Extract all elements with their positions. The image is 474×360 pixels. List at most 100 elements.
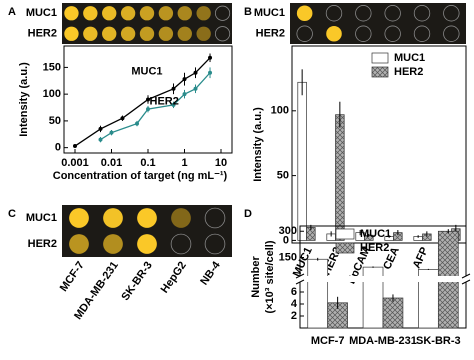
dot — [355, 5, 372, 22]
y-tick-label: 0 — [55, 142, 61, 154]
row-label: MUC1 — [26, 212, 57, 224]
dot — [137, 208, 157, 228]
legend-label: HER2 — [360, 242, 389, 254]
break-mark — [461, 273, 471, 285]
dot — [83, 6, 98, 21]
y-axis-title: Intensity (a.u.) — [252, 107, 264, 182]
point — [208, 70, 213, 75]
dot — [69, 208, 89, 228]
row-label: MUC1 — [254, 7, 285, 19]
dot — [137, 234, 157, 254]
column-label: SK-BR-3 — [119, 260, 154, 303]
bar — [297, 81, 307, 241]
dot — [177, 6, 192, 21]
panel-label: D — [244, 208, 252, 220]
x-tick-label: 0.1 — [140, 157, 155, 169]
dot — [296, 25, 313, 42]
point — [135, 121, 140, 126]
y-tick-label: 150 — [279, 251, 297, 263]
point — [182, 92, 187, 97]
dot — [443, 25, 460, 42]
point — [109, 130, 114, 135]
dot — [83, 26, 98, 41]
point — [120, 116, 125, 121]
dot — [204, 233, 226, 255]
legend-swatch — [335, 228, 355, 240]
x-tick-label: 10 — [215, 157, 227, 169]
legend-swatch — [371, 66, 389, 78]
y-axis-title: Intensity (a.u.) — [18, 62, 30, 137]
legend-swatch — [371, 52, 389, 64]
dot — [139, 26, 155, 41]
row-label: HER2 — [28, 238, 57, 250]
x-tick-label: 1 — [181, 157, 187, 169]
dot — [158, 26, 174, 41]
x-tick-label: MDA-MB-231 — [349, 335, 417, 347]
point — [193, 70, 198, 75]
dot — [177, 26, 192, 41]
x-tick-label: SK-BR-3 — [416, 335, 461, 347]
legend-swatch — [335, 242, 355, 254]
legend-label: MUC1 — [394, 52, 425, 64]
dot-array-bg — [290, 3, 466, 44]
point — [208, 55, 213, 60]
dot — [170, 233, 192, 255]
point — [146, 107, 150, 112]
dot — [69, 234, 89, 254]
point — [193, 86, 198, 91]
dot — [443, 5, 460, 22]
dot — [214, 26, 231, 42]
y-tick-label: 50 — [277, 170, 289, 182]
x-tick-label: 0.01 — [101, 157, 122, 169]
dot — [102, 26, 117, 41]
row-label: HER2 — [28, 28, 57, 40]
row-label: MUC1 — [26, 7, 57, 19]
dot — [102, 6, 117, 21]
dot — [171, 208, 191, 228]
y-tick-label: 2 — [291, 310, 297, 322]
dot — [139, 6, 155, 21]
plot-frame — [291, 45, 467, 244]
point — [171, 102, 176, 107]
point — [182, 77, 187, 82]
series-label: HER2 — [150, 96, 179, 108]
dot — [64, 6, 79, 21]
x-tick-label: MCF-7 — [311, 335, 345, 347]
column-label: NB-4 — [198, 259, 223, 288]
y-tick-label: 300 — [279, 225, 297, 237]
dot — [214, 5, 231, 21]
dot — [325, 5, 343, 22]
panel-label: A — [8, 6, 16, 18]
dot — [413, 5, 431, 22]
panel-label: B — [244, 6, 252, 18]
point — [72, 144, 77, 149]
series-line — [74, 57, 211, 147]
y-axis-title: (×10³ site/cell) — [264, 240, 276, 313]
point — [98, 126, 103, 131]
dot — [384, 25, 401, 42]
legend-label: HER2 — [394, 66, 423, 78]
dot — [158, 6, 174, 21]
dot — [103, 234, 123, 254]
y-tick-label: 0 — [283, 234, 289, 246]
y-tick-label: 150 — [43, 61, 61, 73]
dot — [413, 25, 431, 42]
dot — [384, 5, 401, 22]
series-label: MUC1 — [131, 66, 162, 78]
y-tick-label: 4 — [291, 298, 298, 310]
y-tick-label: 6 — [291, 286, 297, 298]
y-tick-label: 50 — [49, 115, 61, 127]
dot — [204, 207, 226, 229]
x-tick-label: AFP — [411, 245, 431, 270]
bar — [307, 258, 329, 329]
dot — [64, 26, 79, 41]
y-tick-label: 100 — [271, 105, 289, 117]
dot — [196, 6, 211, 21]
y-tick-label: 100 — [43, 88, 61, 100]
row-label: HER2 — [256, 28, 285, 40]
axis-break — [296, 276, 470, 282]
dot — [120, 26, 136, 41]
dot — [196, 26, 211, 41]
y-axis-title: Number — [250, 256, 262, 298]
